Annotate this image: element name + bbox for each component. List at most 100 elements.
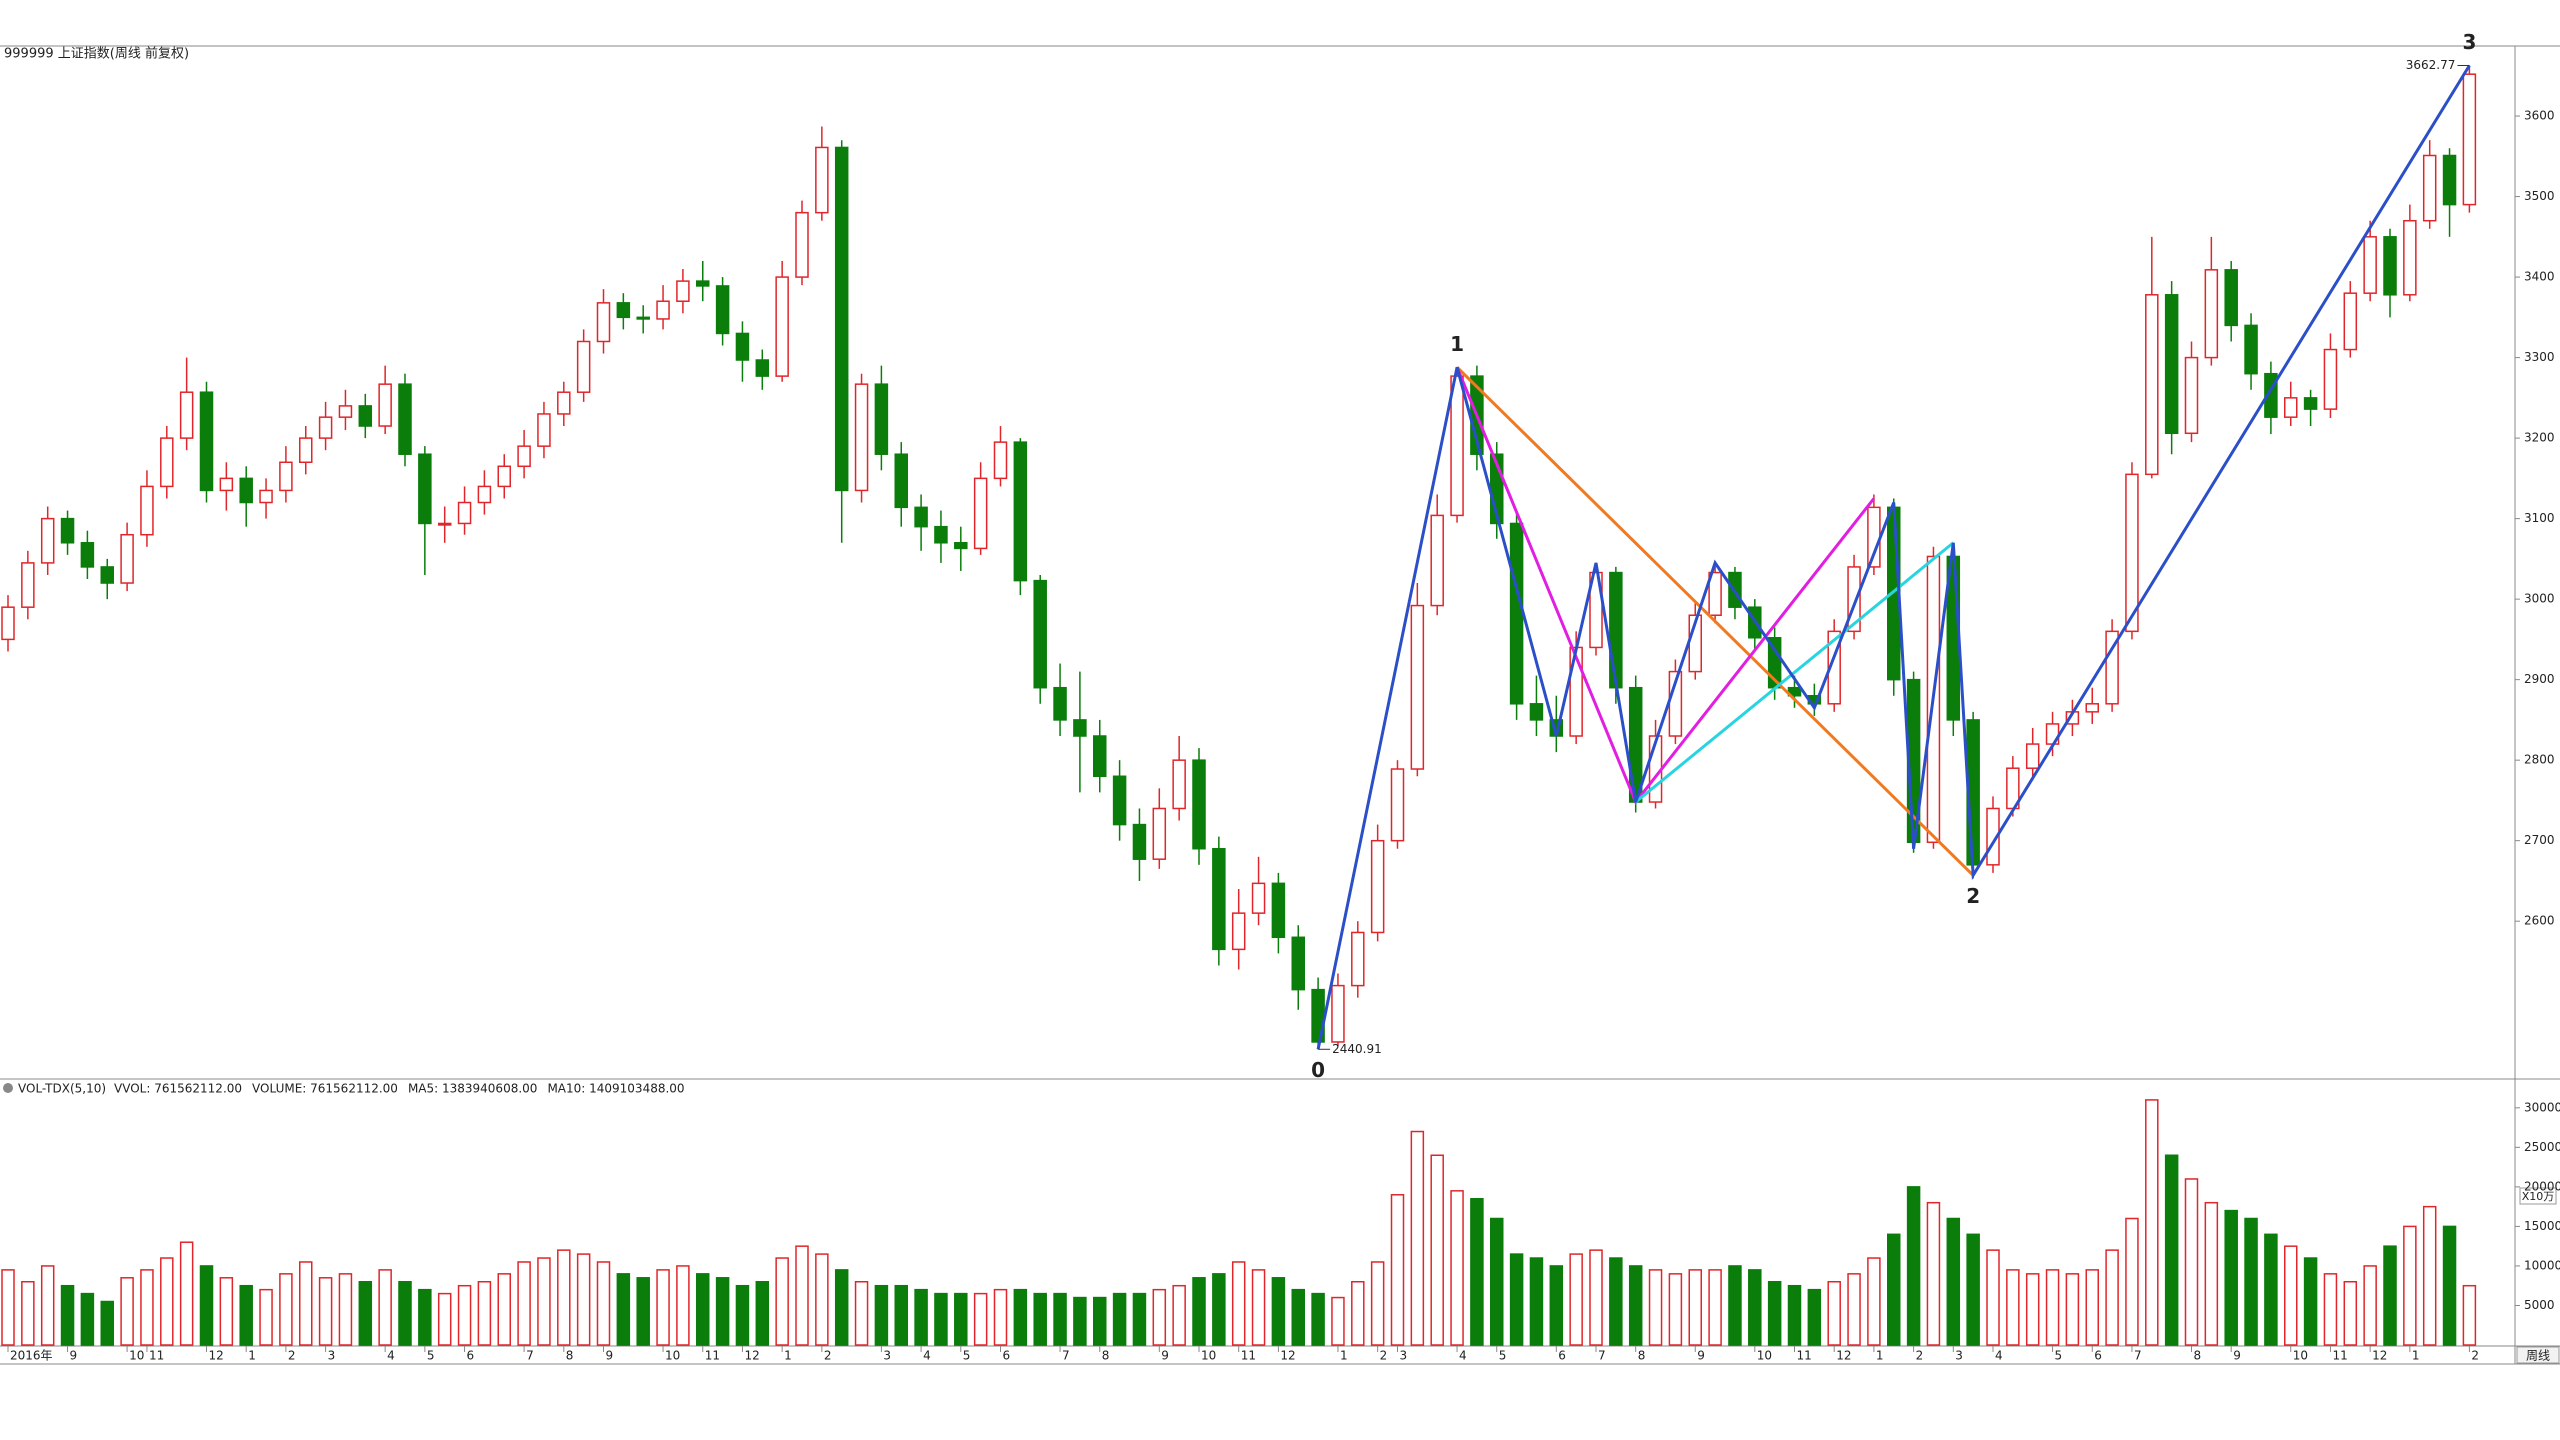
volume-bar bbox=[914, 1288, 928, 1346]
candle-body bbox=[2224, 269, 2238, 327]
volume-bar bbox=[1450, 1190, 1464, 1346]
volume-bar bbox=[2105, 1249, 2119, 1346]
volume-bar bbox=[21, 1281, 35, 1346]
volume-bar bbox=[1589, 1249, 1603, 1346]
candle-body bbox=[1390, 768, 1405, 842]
volume-bar bbox=[2006, 1269, 2020, 1346]
candle-body bbox=[199, 391, 214, 492]
y-tick-label: 3000 bbox=[2524, 592, 2555, 606]
x-tick-label: 10 bbox=[1201, 1349, 1216, 1363]
volume-bar bbox=[2264, 1233, 2278, 1346]
x-tick-label: 5 bbox=[1499, 1349, 1507, 1363]
volume-bar bbox=[1132, 1292, 1147, 1346]
candle-body bbox=[557, 391, 571, 415]
volume-bar bbox=[2224, 1209, 2238, 1346]
candle-body bbox=[2284, 397, 2298, 418]
candle-body bbox=[1172, 759, 1186, 810]
volume-bar bbox=[358, 1281, 373, 1346]
volume-bar bbox=[259, 1288, 273, 1346]
candle-body bbox=[517, 445, 531, 468]
x-tick-label: 6 bbox=[467, 1349, 475, 1363]
y-tick-label: 25000 bbox=[2524, 1140, 2560, 1154]
candle-body bbox=[1331, 984, 1345, 1043]
x-tick-label: 4 bbox=[923, 1349, 931, 1363]
period-box bbox=[2516, 1346, 2560, 1364]
candle-body bbox=[1291, 936, 1305, 991]
x-tick-label: 12 bbox=[1280, 1349, 1295, 1363]
candle-body bbox=[477, 485, 492, 504]
volume-bar bbox=[1390, 1194, 1405, 1346]
candle-body bbox=[2403, 219, 2417, 296]
indicator: VOLUME: 761562112.00 bbox=[252, 1082, 398, 1096]
volume-bar bbox=[1152, 1288, 1167, 1346]
candle-body bbox=[1053, 686, 1067, 721]
wave-label: 1 bbox=[1450, 332, 1464, 356]
chart-title: 999999 上证指数(周线 前复权) bbox=[4, 46, 189, 62]
volume-bar bbox=[795, 1245, 809, 1346]
y-tick-label: 3200 bbox=[2524, 431, 2555, 445]
candle-body bbox=[596, 302, 611, 343]
x-tick-label: 7 bbox=[1598, 1349, 1606, 1363]
x-tick-label: 11 bbox=[149, 1349, 164, 1363]
candle-body bbox=[2303, 397, 2318, 410]
volume-bar bbox=[318, 1277, 333, 1346]
candle-body bbox=[120, 533, 134, 584]
candle-body bbox=[160, 437, 174, 488]
candle-body bbox=[497, 465, 511, 488]
x-tick-label: 3 bbox=[328, 1349, 336, 1363]
x-tick-label: 2 bbox=[2471, 1349, 2479, 1363]
volume-bar bbox=[2403, 1225, 2417, 1346]
volume-bar bbox=[2164, 1154, 2179, 1346]
volume-bar bbox=[2442, 1225, 2457, 1346]
volume-bar bbox=[179, 1241, 194, 1346]
candle-body bbox=[676, 280, 690, 302]
volume-bar bbox=[1609, 1257, 1623, 1346]
candle-body bbox=[358, 405, 373, 427]
candle-body bbox=[2184, 356, 2199, 435]
wave-line bbox=[1455, 366, 1975, 877]
volume-bar bbox=[378, 1269, 392, 1346]
volume-bar bbox=[596, 1261, 611, 1346]
candle-body bbox=[1073, 719, 1087, 737]
volume-bar bbox=[477, 1281, 492, 1346]
candle-body bbox=[1251, 882, 1266, 914]
volume-bar bbox=[437, 1292, 452, 1346]
x-tick-label: 10 bbox=[129, 1349, 144, 1363]
candle-body bbox=[1370, 839, 1385, 934]
x-tick-label: 6 bbox=[2094, 1349, 2102, 1363]
candle-body bbox=[219, 477, 234, 492]
volume-bar bbox=[2323, 1273, 2338, 1346]
candle-body bbox=[2383, 236, 2397, 296]
volume-bar bbox=[418, 1288, 432, 1346]
volume-bar bbox=[2383, 1245, 2397, 1346]
candle-body bbox=[993, 441, 1008, 480]
volume-bar bbox=[934, 1292, 948, 1346]
candle-body bbox=[537, 413, 551, 447]
candle-body bbox=[457, 501, 472, 525]
volume-bar bbox=[140, 1269, 154, 1346]
candle-body bbox=[398, 383, 412, 455]
volume-bar bbox=[735, 1284, 750, 1346]
candle-body bbox=[954, 542, 968, 550]
x-tick-label: 10 bbox=[2293, 1349, 2308, 1363]
volume-bar bbox=[874, 1284, 889, 1346]
volume-bar bbox=[279, 1273, 293, 1346]
volume-bar bbox=[2462, 1284, 2477, 1346]
candle-body bbox=[1, 606, 15, 641]
candle-body bbox=[1509, 522, 1524, 705]
candle-body bbox=[795, 211, 809, 278]
candle-body bbox=[1986, 807, 2000, 866]
volume-bar bbox=[160, 1257, 174, 1346]
x-tick-label: 5 bbox=[2055, 1349, 2063, 1363]
volume-bar bbox=[1827, 1281, 1841, 1346]
volume-bar bbox=[636, 1277, 650, 1346]
candle-body bbox=[279, 461, 293, 492]
candle-body bbox=[2442, 154, 2457, 206]
x-tick-label: 10 bbox=[665, 1349, 680, 1363]
period-label: 周线 bbox=[2526, 1349, 2550, 1363]
candle-body bbox=[1192, 759, 1206, 850]
volume-bar bbox=[894, 1284, 908, 1346]
x-tick-label: 1 bbox=[784, 1349, 792, 1363]
candle-body bbox=[259, 489, 273, 504]
volume-bar bbox=[1847, 1273, 1861, 1346]
